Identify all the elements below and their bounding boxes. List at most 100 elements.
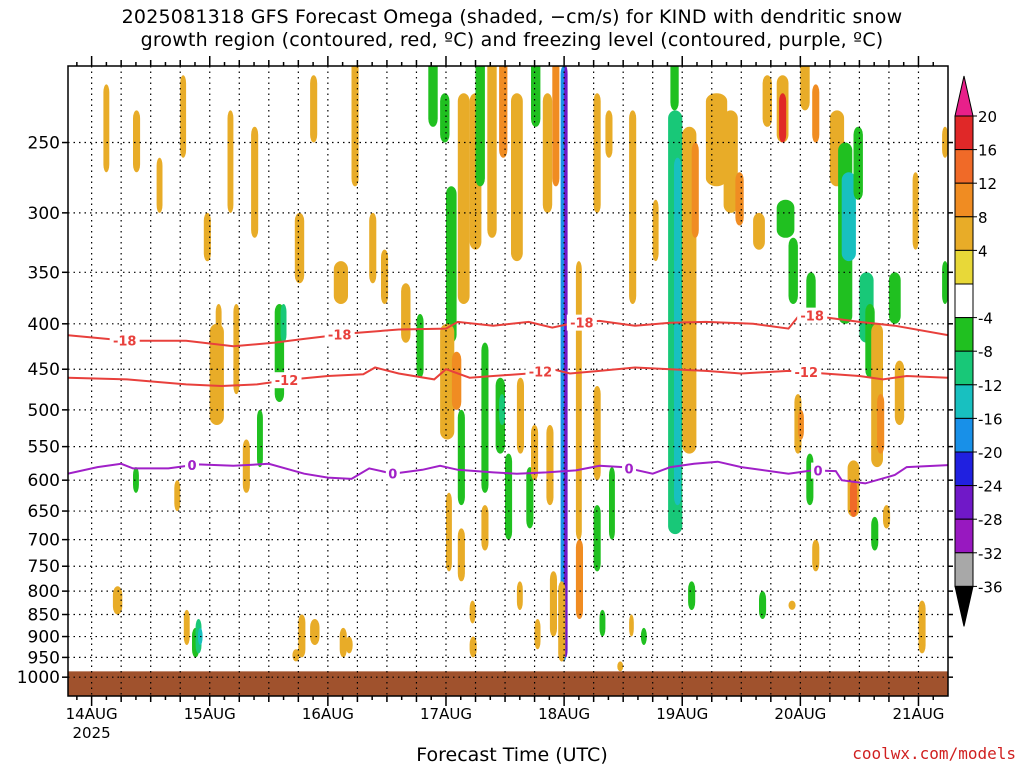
omega-shade (457, 409, 465, 506)
omega-shade (629, 614, 634, 637)
omega-shade (575, 539, 583, 619)
contour-label-bg (525, 363, 556, 380)
omega-shade (723, 110, 738, 213)
omega-shade (428, 66, 438, 127)
omega-shade (339, 627, 347, 658)
omega-shade (779, 93, 787, 143)
omega-shade (593, 93, 601, 213)
omega-shade (894, 360, 905, 425)
contour-label-bg (271, 372, 302, 389)
y-tick-label: 550 (28, 438, 60, 458)
contour-label: -18 (113, 335, 137, 350)
x-tick-label: 14AUG (66, 705, 118, 723)
colorbar-label: -32 (978, 545, 1003, 563)
omega-shade (516, 581, 523, 610)
y-tick-label: 600 (28, 471, 60, 491)
omega-shade (888, 272, 901, 324)
omega-shade (112, 586, 123, 615)
y-tick-label: 900 (28, 628, 60, 648)
omega-shade (776, 199, 795, 238)
omega-shade (351, 66, 359, 187)
contour-label: -12 (275, 374, 299, 389)
colorbar-swatch (954, 249, 974, 285)
y-tick-label: 800 (28, 582, 60, 602)
omega-shade (251, 126, 259, 238)
x-tick-label: 21AUG (892, 705, 944, 723)
omega-shade (629, 110, 637, 305)
x-tick-label: 17AUG (420, 705, 472, 723)
contour-label-bg (109, 332, 140, 349)
contour-label-bg (622, 460, 637, 477)
colorbar-swatch (954, 552, 974, 587)
omega-shade (440, 323, 455, 440)
plot-frame (67, 65, 949, 697)
colorbar-swatch (954, 283, 974, 319)
colorbar-swatch (954, 216, 974, 251)
contour-label-bg (566, 314, 597, 331)
colorbar-label: 8 (978, 209, 988, 227)
colorbar-swatch (954, 417, 974, 453)
omega-shade (469, 636, 477, 658)
omega-shade (469, 600, 476, 624)
contour-label: -12 (795, 366, 819, 381)
omega-shade (310, 619, 320, 645)
omega-shade (812, 539, 820, 572)
omega-shade (850, 480, 858, 517)
omega-shade (446, 186, 457, 343)
omega-shade (481, 342, 489, 493)
colorbar-swatch (954, 182, 974, 218)
y-tick-label: 300 (28, 204, 60, 224)
omega-shade (333, 261, 348, 304)
x-tick-label: 20AUG (774, 705, 826, 723)
colorbar-swatch (954, 485, 974, 520)
y-tick-label: 950 (28, 648, 60, 668)
contour-label-bg (797, 307, 828, 324)
omega-shade (564, 66, 568, 658)
omega-shade (605, 110, 613, 158)
omega-shade (481, 505, 489, 551)
colorbar-label: -20 (978, 444, 1003, 462)
omega-shade (233, 304, 240, 395)
colorbar-label: -28 (978, 511, 1003, 529)
omega-shade (511, 93, 523, 262)
colorbar-swatch (954, 317, 974, 352)
x-tick-label: 16AUG (302, 705, 354, 723)
omega-shade (593, 505, 601, 572)
y-tick-label: 350 (28, 263, 60, 283)
omega-shade (552, 66, 560, 187)
omega-shade (918, 600, 926, 654)
omega-shade (133, 467, 139, 493)
chart-title-line2: growth region (contoured, red, ºC) and f… (140, 29, 884, 51)
omega-shade (242, 439, 250, 493)
omega-shade (841, 172, 856, 262)
omega-shade (883, 505, 891, 529)
contour-label: -18 (328, 329, 352, 344)
omega-shade (912, 172, 919, 250)
omega-shade (227, 110, 234, 213)
omega-shade (753, 212, 765, 250)
x-tick-label: 19AUG (656, 705, 708, 723)
omega-shade (534, 619, 541, 650)
y-tick-label: 650 (28, 502, 60, 522)
y-tick-label: 750 (28, 557, 60, 577)
x-tick-label: 18AUG (538, 705, 590, 723)
omega-shade (549, 571, 557, 637)
contour-label: 0 (188, 459, 197, 474)
colorbar-swatch (954, 350, 974, 386)
omega-shade (531, 425, 539, 481)
contour-label: -18 (570, 317, 594, 332)
omega-shade (800, 66, 810, 111)
omega-shade (516, 377, 524, 454)
contour-label-bg (385, 465, 400, 482)
omega-shade (788, 237, 798, 304)
omega-shade (542, 93, 553, 213)
colorbar-label: -24 (978, 478, 1003, 496)
omega-shade (575, 261, 582, 540)
colorbar-label: 4 (978, 242, 988, 260)
omega-shade (499, 394, 505, 425)
omega-shade (401, 283, 411, 343)
colorbar-swatch (954, 384, 974, 419)
y-tick-label: 450 (28, 360, 60, 380)
omega-shade (369, 212, 377, 284)
